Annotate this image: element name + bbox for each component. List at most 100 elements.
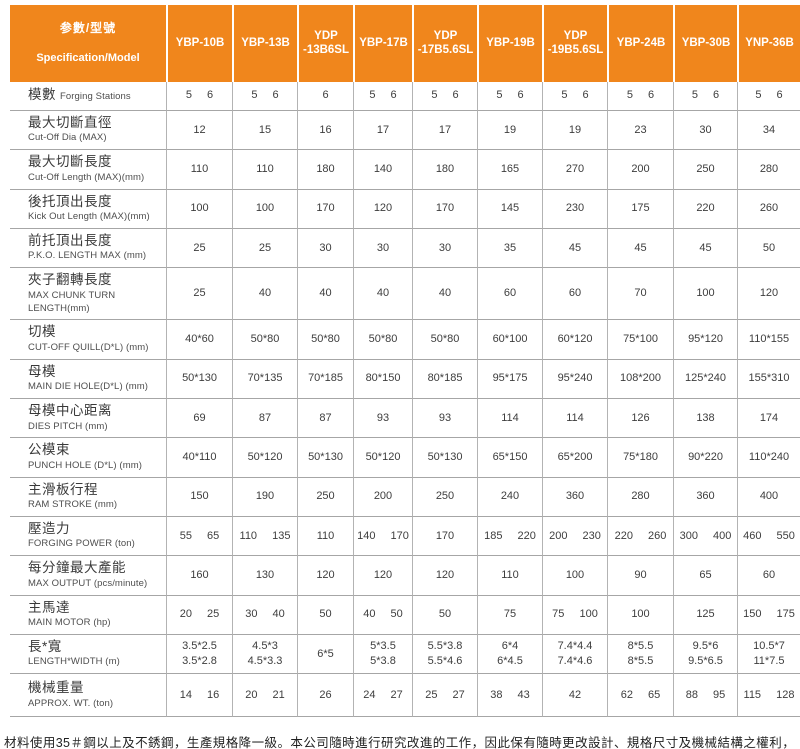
spec-value-cell: 30 [673,110,737,151]
row-label-cell: 最大切斷直徑 Cut-Off Dia (MAX) [10,111,166,151]
spec-value-cell: 5*3.5 5*3.8 [353,634,412,675]
footer-note-zh: 材料使用35＃鋼以上及不銹鋼，生產規格降一級。本公司隨時進行研究改進的工作，因此… [4,736,795,749]
model-header-cell: YDP -19B5.6SL [542,5,607,82]
spec-value-cell: 25 [166,268,232,321]
spec-value-cell: 100 [542,556,607,596]
spec-value-cell: 20 25 [166,595,232,635]
row-label-en: APPROX. WT. (ton) [28,697,114,709]
model-header-cell: YBP-30B [673,5,737,82]
spec-value-cell: 180 [412,150,477,190]
spec-value-cell: 16 [297,110,353,151]
spec-value-cell: 5 6 [607,81,673,111]
spec-value-cell: 35 [477,228,542,269]
spec-value-cell: 230 [542,189,607,229]
spec-value-cell: 19 [477,110,542,151]
spec-value-cell: 25 27 [412,674,477,718]
spec-value-cell: 5.5*3.8 5.5*4.6 [412,634,477,675]
spec-value-cell: 34 [737,110,800,151]
spec-value-cell: 260 [737,189,800,229]
model-header-cell: YNP-36B [737,5,800,82]
spec-value-cell: 50*120 [232,438,297,478]
row-label-zh: 模數 [28,87,56,103]
spec-row: 後托頂出長度 Kick Out Length (MAX)(mm) 100 100 170… [10,189,800,229]
row-label-en: RAM STROKE (mm) [28,499,118,511]
spec-value-cell: 40 [353,268,412,321]
row-label-en: Cut-Off Dia (MAX) [28,132,107,144]
spec-value-cell: 200 [607,150,673,190]
spec-value-cell: 140 [353,150,412,190]
row-label-cell: 後托頂出長度 Kick Out Length (MAX)(mm) [10,190,166,229]
spec-value-cell: 50*130 [412,438,477,478]
spec-value-cell: 40 50 [353,595,412,635]
row-label-zh: 最大切斷長度 [28,154,112,170]
spec-value-cell: 55 65 [166,516,232,557]
spec-value-cell: 60 [477,268,542,321]
spec-value-cell: 110 [166,150,232,190]
row-label-zh: 前托頂出長度 [28,232,112,248]
spec-value-cell: 125 [673,595,737,635]
spec-value-cell: 50*130 [297,438,353,478]
spec-value-cell: 190 [232,477,297,517]
spec-value-cell: 17 [353,110,412,151]
spec-value-cell: 114 [542,398,607,439]
spec-row: 主馬達 MAIN MOTOR (hp) 20 25 30 40 50 40 50 50 75 7… [10,595,800,635]
spec-value-cell: 4.5*3 4.5*3.3 [232,634,297,675]
spec-value-cell: 30 40 [232,595,297,635]
spec-value-cell: 60 [542,268,607,321]
spec-value-cell: 50*80 [232,320,297,360]
row-label-cell: 模數 Forging Stations [10,82,166,111]
spec-value-cell: 50*130 [166,359,232,399]
spec-value-cell: 50 [412,595,477,635]
row-label-zh: 每分鐘最大產能 [28,560,126,576]
spec-value-cell: 80*185 [412,359,477,399]
row-label-cell: 最大切斷長度 Cut-Off Length (MAX)(mm) [10,150,166,190]
spec-value-cell: 5 6 [542,81,607,111]
spec-value-cell: 95*175 [477,359,542,399]
spec-value-cell: 110 [232,150,297,190]
spec-value-cell: 100 [166,189,232,229]
header-label-en: Specification/Model [36,51,140,64]
spec-value-cell: 69 [166,398,232,439]
row-label-zh: 主滑板行程 [28,481,98,497]
spec-value-cell: 24 27 [353,674,412,718]
spec-table: 参數/型號 Specification/Model YBP-10B YBP-13B… [10,5,800,718]
spec-value-cell: 40*60 [166,320,232,360]
spec-value-cell: 70*135 [232,359,297,399]
spec-value-cell: 95*240 [542,359,607,399]
spec-value-cell: 50*120 [353,438,412,478]
spec-row: 母模中心距离 DIES PITCH (mm) 69 87 87 93 93 114 114 126… [10,398,800,439]
spec-row: 長*寬 LENGTH*WIDTH (m) 3.5*2.5 3.5*2.8 4.5*3 … [10,634,800,675]
spec-value-cell: 170 [412,516,477,557]
spec-value-cell: 165 [477,150,542,190]
spec-value-cell: 7.4*4.4 7.4*4.6 [542,634,607,675]
spec-value-cell: 90 [607,556,673,596]
row-label-en: Forging Stations [60,91,131,103]
spec-row: 公模束 PUNCH HOLE (D*L) (mm) 40*110 50*120 50*1… [10,438,800,478]
spec-value-cell: 30 [297,228,353,269]
row-label-cell: 壓造力 FORGING POWER (ton) [10,517,166,557]
spec-value-cell: 50 [737,228,800,269]
spec-value-cell: 100 [607,595,673,635]
spec-value-cell: 38 43 [477,674,542,718]
spec-value-cell: 14 16 [166,674,232,718]
row-label-zh: 最大切斷直徑 [28,114,112,130]
spec-value-cell: 9.5*6 9.5*6.5 [673,634,737,675]
spec-value-cell: 170 [297,189,353,229]
row-label-zh: 長*寬 [28,638,62,654]
row-label-en: PUNCH HOLE (D*L) (mm) [28,459,142,471]
spec-value-cell: 75 [477,595,542,635]
spec-value-cell: 60 [737,556,800,596]
row-label-zh: 主馬達 [28,599,70,615]
spec-value-cell: 125*240 [673,359,737,399]
header-label-zh: 参數/型號 [59,21,117,36]
spec-value-cell: 5 6 [737,81,800,111]
row-label-zh: 夾子翻轉長度 [28,272,112,288]
spec-value-cell: 90*220 [673,438,737,478]
spec-value-cell: 120 [412,556,477,596]
row-label-cell: 每分鐘最大產能 MAX OUTPUT (pcs/minute) [10,556,166,596]
spec-value-cell: 120 [353,189,412,229]
row-label-cell: 公模束 PUNCH HOLE (D*L) (mm) [10,438,166,478]
row-label-zh: 公模束 [28,442,70,458]
